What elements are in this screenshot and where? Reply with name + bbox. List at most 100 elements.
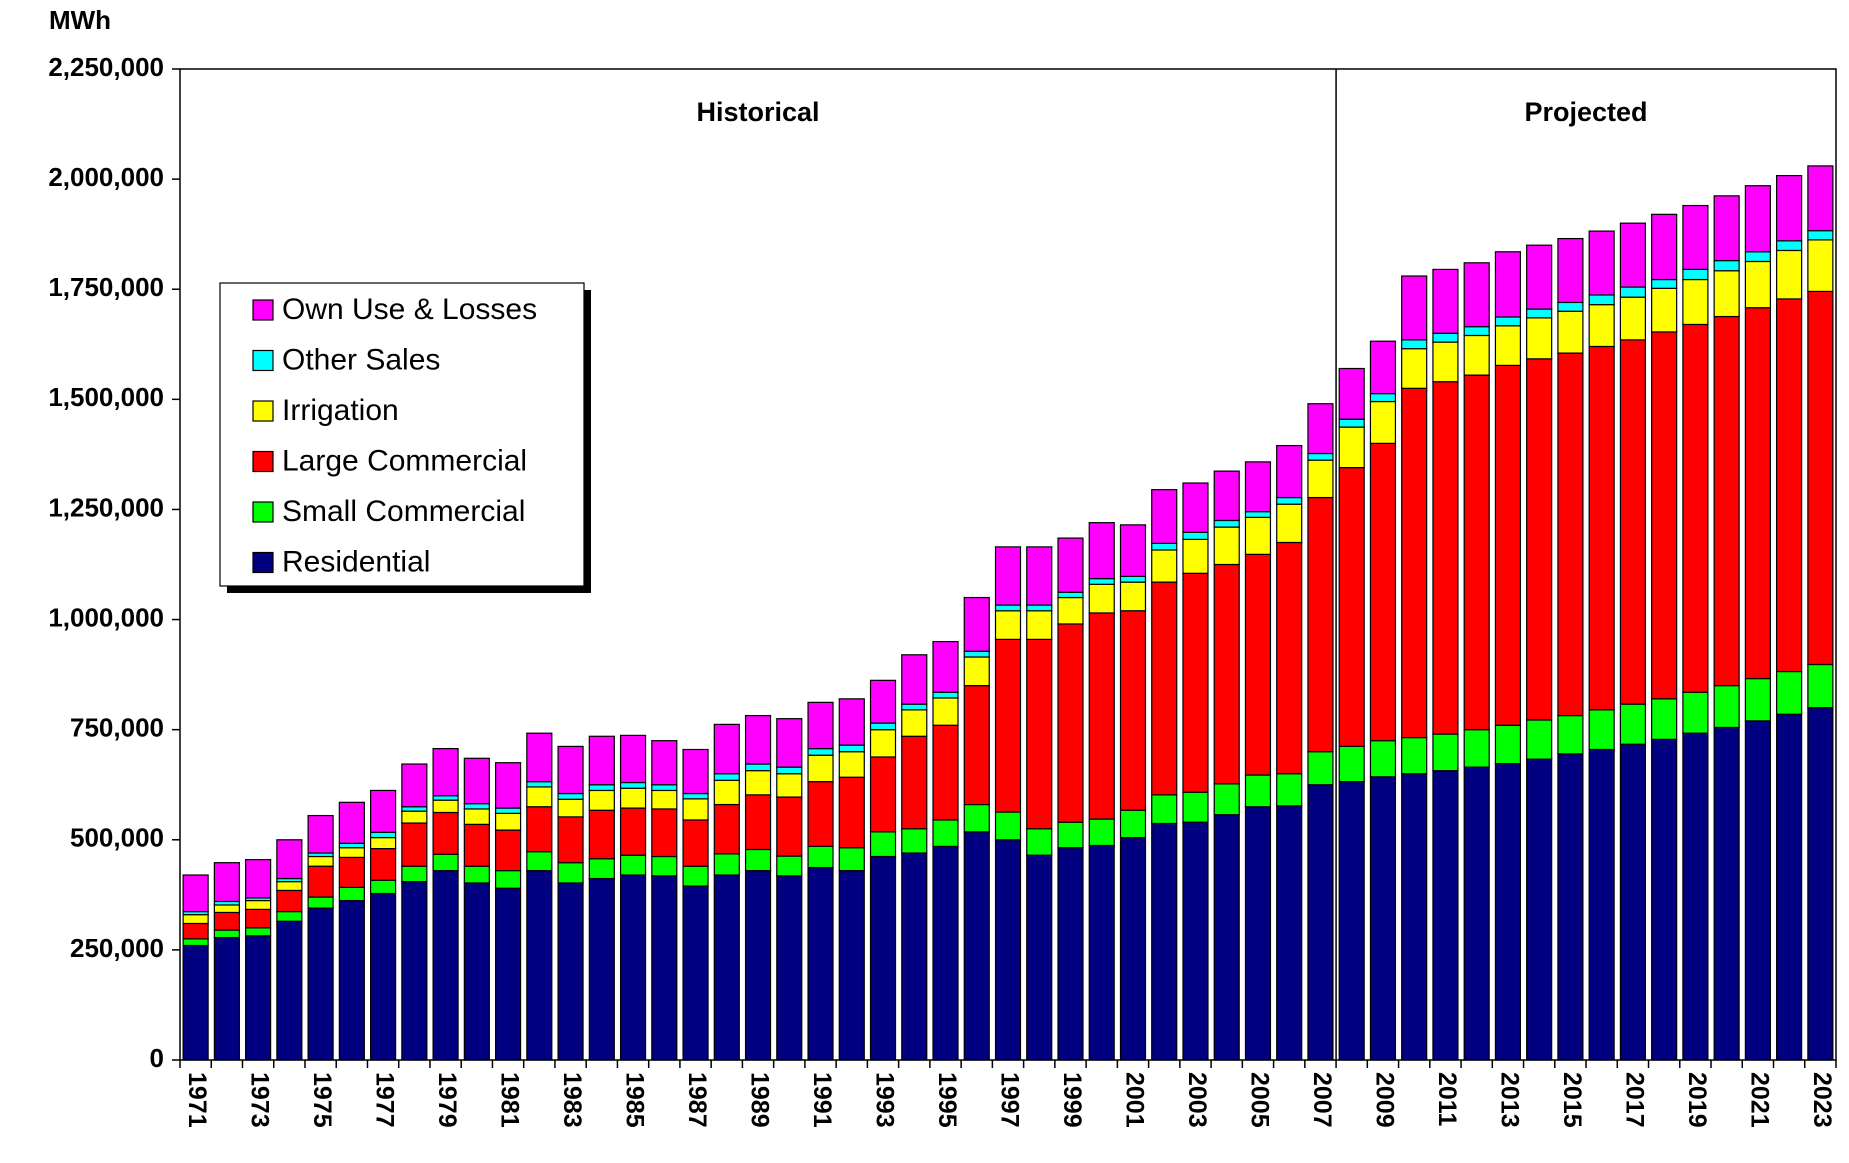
bar-segment <box>1307 496 1334 753</box>
bar-segment <box>713 803 740 855</box>
bar-segment <box>338 842 365 849</box>
bar-segment <box>494 762 522 809</box>
bar-segment <box>1744 185 1771 253</box>
bar-segment <box>1057 623 1084 823</box>
bar-segment <box>1401 773 1428 1061</box>
x-tick-label: 1991 <box>808 1072 836 1128</box>
bar-segment <box>307 907 334 1061</box>
bar-segment <box>1588 304 1615 348</box>
bar-segment <box>1276 496 1303 505</box>
bar-segment <box>1776 249 1803 300</box>
bar-segment <box>1744 720 1771 1061</box>
bar-segment <box>1338 418 1365 428</box>
x-tick-label: 2013 <box>1495 1072 1523 1128</box>
bar-segment <box>1401 736 1428 775</box>
bar-segment <box>838 847 865 872</box>
bar-segment <box>1494 724 1522 765</box>
bar-segment <box>1651 213 1678 281</box>
bar-segment <box>588 858 615 880</box>
bar-segment <box>932 724 959 821</box>
bar-segment <box>1369 740 1397 778</box>
bar-segment <box>1369 400 1397 444</box>
bar-segment <box>1213 470 1240 522</box>
bar-segment <box>1557 714 1584 755</box>
bar-segment <box>1807 230 1834 241</box>
bar-segment <box>463 803 490 810</box>
x-tick-label: 2019 <box>1683 1072 1711 1128</box>
x-tick-label: 2007 <box>1308 1072 1336 1128</box>
bar-segment <box>557 862 584 884</box>
bar-segment <box>901 852 928 1061</box>
bar-segment <box>838 744 865 753</box>
bar-segment <box>682 885 709 1061</box>
bar-segment <box>182 874 209 913</box>
bar-segment <box>338 856 365 888</box>
bar-segment <box>1557 753 1584 1061</box>
bar-segment <box>1619 296 1647 341</box>
bar-segment <box>744 870 772 1061</box>
bar-segment <box>494 870 522 889</box>
annotation: Historical <box>697 97 820 127</box>
bar-segment <box>1401 387 1428 739</box>
bar-segment <box>1119 575 1147 583</box>
y-tick-label: 750,000 <box>70 713 164 743</box>
bar-segment <box>1088 612 1115 820</box>
bar-segment <box>1182 531 1209 540</box>
bar-segment <box>526 781 553 788</box>
bar-segment <box>994 638 1022 813</box>
x-tick-label: 2001 <box>1120 1072 1148 1128</box>
bar-segment <box>307 896 334 909</box>
bar-segment <box>682 748 709 795</box>
bar-segment <box>1432 332 1459 343</box>
bar-segment <box>713 723 740 775</box>
bar-segment <box>369 879 397 895</box>
bar-segment <box>1494 316 1522 327</box>
legend-swatch <box>252 299 274 321</box>
bar-segment <box>1432 268 1459 334</box>
bar-segment <box>494 812 522 831</box>
legend-swatch <box>252 349 274 372</box>
y-tick-label: 2,000,000 <box>48 162 164 192</box>
bar-segment <box>557 882 584 1061</box>
bar-segment <box>1338 781 1365 1061</box>
bar-segment <box>1651 287 1678 333</box>
bar-segment <box>744 763 772 772</box>
bar-segment <box>557 798 584 818</box>
bar-segment <box>1776 240 1803 252</box>
x-tick-label: 1997 <box>995 1072 1023 1128</box>
bar-segment <box>1244 553 1272 776</box>
bar-segment <box>1182 482 1209 533</box>
y-tick-label: 0 <box>150 1043 164 1073</box>
bar-segment <box>369 892 397 1061</box>
bar-segment <box>963 831 990 1061</box>
bar-segment <box>1151 822 1178 1061</box>
bar-segment <box>651 789 678 810</box>
bar-segment <box>713 853 740 876</box>
legend-swatch <box>252 551 274 574</box>
bar-segment <box>276 839 303 880</box>
bar-segment <box>807 866 834 1061</box>
bar-segment <box>1526 358 1553 721</box>
bar-segment <box>557 745 584 795</box>
bar-segment <box>1182 821 1209 1061</box>
bar-segment <box>1088 522 1115 580</box>
legend-label: Other Sales <box>282 343 440 376</box>
bar-segment <box>1151 542 1178 551</box>
bar-segment <box>1651 698 1678 740</box>
bar-segment <box>588 877 615 1061</box>
bar-segment <box>994 811 1022 841</box>
bar-segment <box>651 808 678 858</box>
bar-segment <box>338 847 365 858</box>
bar-segment <box>1651 331 1678 700</box>
bar-segment <box>338 801 365 844</box>
bar-segment <box>432 799 459 814</box>
bar-segment <box>1619 339 1647 705</box>
bar-segment <box>1244 461 1272 513</box>
bar-segment <box>369 789 397 833</box>
bar-segment <box>1026 638 1053 830</box>
bar-segment <box>463 865 490 884</box>
x-tick-label: 1985 <box>620 1072 648 1128</box>
bar-segment <box>1369 776 1397 1061</box>
bar-segment <box>1807 165 1834 232</box>
bar-segment <box>1369 442 1397 742</box>
